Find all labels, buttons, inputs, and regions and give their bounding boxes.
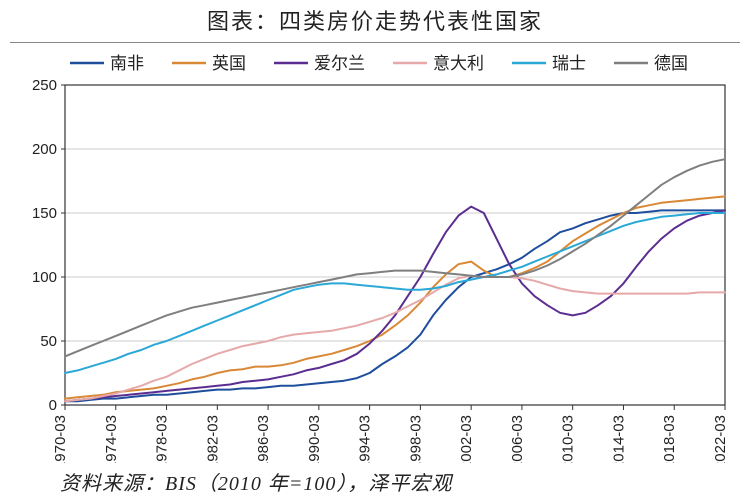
svg-text:100: 100 [32, 269, 57, 286]
svg-text:1998-03: 1998-03 [407, 415, 424, 463]
svg-text:200: 200 [32, 141, 57, 158]
plot-area: 0 50 100 150 200 250 1970-03 1974-03 1978-03 1982… [10, 43, 740, 463]
svg-text:2006-03: 2006-03 [509, 415, 526, 463]
svg-text:50: 50 [40, 333, 57, 350]
svg-text:2022-03: 2022-03 [712, 415, 729, 463]
svg-text:250: 250 [32, 77, 57, 94]
svg-text:瑞士: 瑞士 [552, 54, 586, 73]
svg-text:2010-03: 2010-03 [560, 415, 577, 463]
svg-text:2014-03: 2014-03 [610, 415, 627, 463]
source-note: 资料来源：BIS（2010 年=100），泽平宏观 [60, 467, 452, 496]
svg-text:南非: 南非 [110, 54, 144, 73]
chart-title: 图表：四类房价走势代表性国家 [10, 0, 740, 43]
svg-text:1990-03: 1990-03 [306, 415, 323, 463]
svg-text:意大利: 意大利 [433, 54, 484, 73]
svg-text:1986-03: 1986-03 [255, 415, 272, 463]
chart-container: 图表：四类房价走势代表性国家 0 50 100 150 200 250 1970-03 197… [0, 0, 750, 500]
svg-text:1978-03: 1978-03 [154, 415, 171, 463]
svg-text:2018-03: 2018-03 [661, 415, 678, 463]
svg-text:0: 0 [49, 397, 57, 414]
svg-text:爱尔兰: 爱尔兰 [314, 54, 365, 73]
svg-text:1994-03: 1994-03 [357, 415, 374, 463]
svg-text:1982-03: 1982-03 [204, 415, 221, 463]
svg-text:德国: 德国 [654, 54, 688, 73]
svg-text:2002-03: 2002-03 [458, 415, 475, 463]
svg-text:1974-03: 1974-03 [103, 415, 120, 463]
line-chart-svg: 0 50 100 150 200 250 1970-03 1974-03 1978-03 1982… [10, 43, 740, 463]
svg-text:1970-03: 1970-03 [52, 415, 69, 463]
svg-text:英国: 英国 [212, 54, 246, 73]
svg-text:150: 150 [32, 205, 57, 222]
